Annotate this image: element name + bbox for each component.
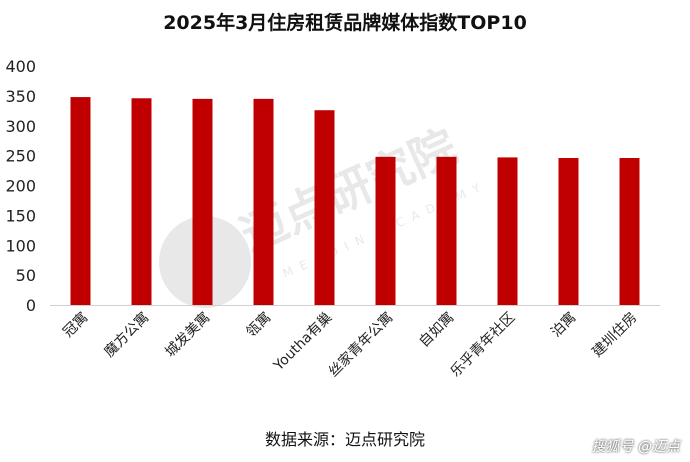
bars [70,97,640,305]
y-tick-label: 250 [5,147,36,166]
y-axis: 0 50 100 150 200 250 300 350 400 [5,57,36,315]
x-tick-label: Youtha有巢 [270,310,335,375]
x-tick-label: 自如寓 [416,309,458,351]
footer-watermark: 搜狐号 @迈点 [591,439,680,455]
x-tick-label: 建圳住房 [589,310,640,361]
source-note: 数据来源：迈点研究院 [264,430,425,449]
bar [192,98,213,305]
bar [253,98,274,305]
bar [375,156,396,305]
x-tick-label: 丝家青年公寓 [325,309,396,380]
bar [70,97,91,305]
x-tick-label: 瓴寓 [243,309,275,341]
x-tick-label: 乐乎青年社区 [448,310,519,381]
y-tick-label: 50 [16,266,36,285]
bar [436,156,457,305]
x-tick-label: 冠寓 [60,309,92,341]
y-tick-label: 200 [5,177,36,196]
y-tick-label: 400 [5,57,36,76]
x-tick-label: 泊寓 [548,309,580,341]
y-tick-label: 350 [5,87,36,106]
bar [497,157,518,305]
bar [131,98,152,305]
bar [558,158,579,305]
bar [619,158,640,305]
y-tick-label: 0 [26,296,36,315]
chart-title: 2025年3月住房租赁品牌媒体指数TOP10 [163,12,527,34]
y-tick-label: 300 [5,117,36,136]
bar [314,110,335,305]
x-tick-label: 城发美寓 [162,309,214,361]
x-tick-label: 魔方公寓 [101,309,153,361]
y-tick-label: 150 [5,206,36,225]
y-tick-label: 100 [5,236,36,255]
